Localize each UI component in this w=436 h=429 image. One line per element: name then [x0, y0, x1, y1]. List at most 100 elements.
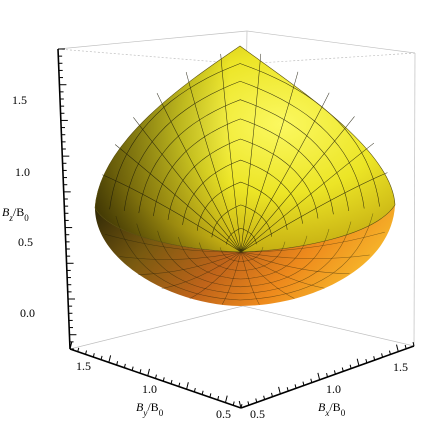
x-axis-label: Bx/B0 [318, 400, 346, 418]
mesh-line-lower [240, 251, 370, 259]
mesh-line-upper [240, 142, 375, 253]
y-axis-tick [162, 377, 165, 382]
y-axis-tick [186, 382, 189, 390]
x-axis-tick [365, 358, 368, 364]
mesh-contour-lower [157, 228, 330, 288]
y-axis-label: By/B0 [136, 400, 164, 418]
mesh-line-upper [102, 174, 242, 253]
mesh-line-lower [221, 251, 242, 305]
mesh-contour-upper [196, 181, 288, 231]
y-axis-tick [224, 395, 228, 403]
x-axis-tick [412, 342, 415, 347]
y-axis-tick [85, 350, 87, 355]
mesh-line-lower [119, 251, 242, 260]
y-axis-tick [139, 369, 142, 374]
mesh-contour-lower [199, 241, 286, 271]
x-axis-tick [310, 378, 313, 383]
mesh-contour-upper [109, 63, 380, 210]
mesh-line-upper [240, 71, 299, 253]
mesh-line-lower [240, 251, 260, 305]
mesh-line-lower [189, 251, 242, 299]
mesh-contour-upper [226, 228, 257, 245]
mesh-line-upper [114, 144, 242, 253]
mesh-line-lower [240, 231, 385, 253]
mesh-contour-upper [182, 159, 303, 225]
surface-shading [95, 46, 395, 252]
x-axis-tick [238, 400, 242, 409]
x-axis-tick [388, 350, 391, 355]
mesh-line-lower [240, 251, 295, 299]
y-axis-tick [155, 374, 157, 379]
y-axis-tick [232, 401, 235, 406]
x-axis-tick [341, 367, 344, 372]
y-tick-label-0: 1.5 [76, 359, 91, 373]
z-tick-label-0: 0.0 [20, 306, 35, 320]
mesh-line-upper [240, 116, 355, 253]
surface-mesh [94, 45, 396, 306]
y-axis-tick [77, 347, 80, 352]
y-axis-tick [217, 395, 220, 401]
y-axis-tick [69, 341, 73, 350]
mesh-lines [102, 53, 388, 305]
mesh-line-lower [161, 251, 242, 289]
x-axis-tick [302, 381, 305, 386]
x-axis-tick [381, 353, 384, 358]
y-axis-tick [178, 382, 181, 387]
surface-outline [94, 45, 396, 253]
y-axis-tick [92, 353, 95, 358]
x-axis-tick [326, 373, 328, 378]
x-axis-tick [356, 358, 360, 366]
y-axis-tick [201, 390, 204, 395]
y-tick-label-1: 1.0 [142, 382, 157, 396]
y-axis-tick [170, 379, 173, 384]
y-axis-tick [147, 368, 150, 376]
y-axis-tick [209, 393, 212, 398]
y-axis-tick [100, 355, 103, 360]
mesh-line-upper [220, 53, 242, 253]
x-axis-tick [286, 387, 289, 392]
z-tick-label-1: 0.5 [18, 235, 33, 249]
x-axis-tick [333, 370, 336, 375]
mesh-contour-upper [167, 138, 319, 221]
y-axis-tick [123, 363, 126, 368]
x-axis-tick [349, 364, 352, 369]
axis-ticks [58, 48, 415, 409]
mesh-contour-upper [211, 204, 273, 238]
mesh-contour-upper [153, 118, 334, 217]
mesh-contour-lower [219, 246, 264, 262]
x-tick-label-2: 1.5 [393, 360, 408, 374]
mesh-line-lower [240, 251, 325, 289]
x-tick-label-1: 1.0 [326, 382, 341, 396]
x-axis-tick [247, 401, 250, 406]
z-tick-label-2: 1.0 [15, 165, 30, 179]
x-axis-tick [278, 386, 281, 395]
y-axis-tick [193, 387, 196, 393]
mesh-line-upper [240, 53, 262, 253]
mesh-line-upper [240, 172, 388, 253]
mesh-line-lower [240, 251, 350, 275]
mesh-contour-upper [138, 99, 350, 214]
z-axis-label: Bz/B0 [2, 205, 29, 223]
y-axis-tick [131, 366, 134, 371]
mesh-line-upper [156, 93, 242, 253]
x-axis-tick [404, 344, 407, 349]
x-axis-tick [263, 395, 266, 400]
mesh-contour-lower [115, 213, 374, 301]
mesh-contour-upper [123, 81, 365, 211]
y-axis-tick [108, 355, 112, 363]
y-tick-label-2: 0.5 [216, 407, 231, 421]
mesh-contour-lower [178, 235, 308, 280]
z-tick-label-3: 1.5 [12, 93, 27, 107]
mesh-contour-lower [136, 221, 352, 294]
x-axis-tick [294, 384, 297, 389]
y-axis-tick [116, 361, 119, 366]
x-axis-tick [317, 372, 321, 380]
mesh-line-upper [240, 92, 330, 253]
x-axis-tick [271, 392, 273, 397]
x-axis-tick [373, 356, 376, 361]
bounding-box-front [413, 52, 416, 347]
x-axis-tick [255, 398, 258, 403]
mesh-line-lower [138, 251, 242, 275]
mesh-line-lower [104, 234, 242, 253]
